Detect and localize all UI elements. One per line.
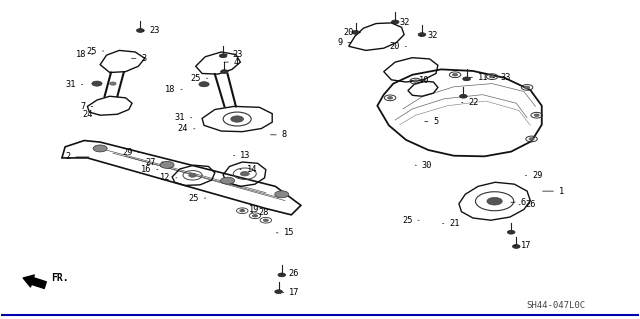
- Circle shape: [352, 31, 360, 34]
- Text: 18: 18: [165, 85, 182, 94]
- Text: 24: 24: [82, 110, 99, 119]
- Circle shape: [263, 219, 268, 221]
- Circle shape: [508, 230, 515, 234]
- Circle shape: [93, 145, 107, 152]
- Circle shape: [275, 191, 289, 198]
- Text: 15: 15: [276, 228, 294, 237]
- Text: 13: 13: [234, 151, 251, 160]
- Circle shape: [460, 94, 467, 98]
- Text: 25: 25: [402, 216, 419, 225]
- Text: 8: 8: [271, 130, 287, 139]
- Text: SH44-047L0C: SH44-047L0C: [526, 301, 586, 310]
- Text: 29: 29: [122, 148, 139, 157]
- Circle shape: [221, 177, 235, 184]
- Text: 3: 3: [132, 54, 147, 63]
- Text: 25: 25: [86, 47, 104, 56]
- Circle shape: [252, 214, 257, 217]
- Text: FR.: FR.: [51, 273, 68, 284]
- Circle shape: [490, 75, 495, 78]
- Text: 22: 22: [461, 98, 479, 107]
- Text: 31: 31: [175, 113, 192, 122]
- FancyArrowPatch shape: [23, 275, 46, 288]
- Text: 26: 26: [282, 270, 299, 278]
- Text: 5: 5: [425, 117, 438, 126]
- Text: 19: 19: [242, 205, 259, 214]
- Circle shape: [463, 77, 470, 81]
- Circle shape: [413, 80, 418, 82]
- Text: 23: 23: [143, 26, 161, 35]
- Text: 28: 28: [252, 208, 269, 217]
- Circle shape: [278, 273, 285, 277]
- Text: 17: 17: [283, 288, 300, 297]
- Circle shape: [221, 70, 228, 73]
- Text: 17: 17: [514, 241, 532, 250]
- Text: 20: 20: [343, 28, 360, 37]
- Text: 1: 1: [543, 187, 564, 196]
- Circle shape: [487, 197, 502, 205]
- Text: 16: 16: [141, 165, 158, 174]
- Text: 33: 33: [493, 73, 511, 82]
- Text: 26: 26: [519, 200, 536, 209]
- Text: 7: 7: [80, 102, 93, 111]
- Text: 29: 29: [525, 171, 543, 180]
- Text: 20: 20: [389, 42, 406, 51]
- Circle shape: [220, 54, 227, 58]
- Circle shape: [534, 114, 540, 116]
- Circle shape: [109, 82, 116, 85]
- Circle shape: [388, 97, 393, 99]
- Circle shape: [525, 86, 530, 89]
- Text: 32: 32: [393, 19, 410, 27]
- Circle shape: [452, 73, 458, 76]
- Text: 9: 9: [337, 38, 351, 47]
- Text: 23: 23: [226, 50, 243, 59]
- Text: 6: 6: [511, 198, 526, 207]
- Text: 10: 10: [411, 76, 429, 85]
- Circle shape: [529, 138, 534, 140]
- Text: 31: 31: [65, 80, 83, 89]
- Circle shape: [513, 245, 520, 249]
- Text: 14: 14: [240, 165, 257, 174]
- Circle shape: [92, 81, 102, 86]
- Circle shape: [240, 210, 245, 212]
- Text: 18: 18: [76, 50, 93, 59]
- Text: 25: 25: [190, 74, 207, 83]
- Text: 12: 12: [160, 173, 177, 182]
- Text: 24: 24: [177, 124, 195, 133]
- Circle shape: [275, 290, 282, 293]
- Circle shape: [241, 172, 249, 176]
- Text: 32: 32: [420, 31, 438, 40]
- Circle shape: [189, 174, 196, 177]
- Text: 27: 27: [146, 158, 163, 167]
- Circle shape: [418, 33, 426, 36]
- Circle shape: [199, 82, 209, 87]
- Text: 4: 4: [224, 58, 239, 67]
- Text: 30: 30: [415, 161, 433, 170]
- Circle shape: [392, 20, 399, 24]
- Circle shape: [160, 161, 174, 168]
- Text: 11: 11: [469, 73, 488, 82]
- Text: 2: 2: [65, 152, 89, 161]
- Text: 21: 21: [443, 219, 460, 228]
- Circle shape: [136, 29, 144, 33]
- Circle shape: [231, 116, 244, 122]
- Text: 25: 25: [188, 194, 205, 203]
